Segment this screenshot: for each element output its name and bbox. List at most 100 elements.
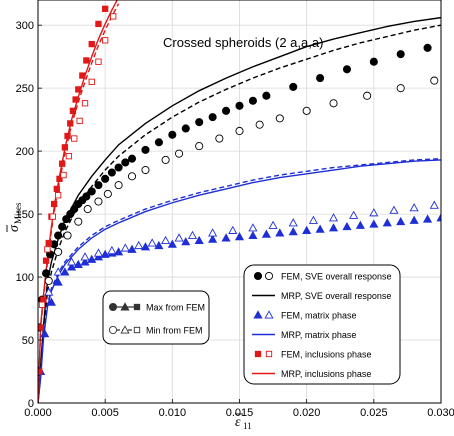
x-tick-label: 0.020 xyxy=(293,407,321,419)
data-point xyxy=(114,181,123,190)
data-point xyxy=(154,138,163,147)
data-point xyxy=(54,247,63,256)
legend-marker xyxy=(108,325,118,335)
data-point xyxy=(248,230,258,239)
data-point xyxy=(114,163,123,172)
data-point xyxy=(75,86,82,93)
data-point xyxy=(73,259,83,268)
legend-marker-open xyxy=(264,310,274,319)
data-point xyxy=(95,58,102,65)
chart-title: Crossed spheroids (2 a,a,a) xyxy=(163,35,323,50)
data-point xyxy=(382,218,392,227)
data-point xyxy=(141,165,150,175)
data-point xyxy=(315,224,325,233)
data-point xyxy=(363,91,372,100)
data-point xyxy=(50,200,58,208)
data-point xyxy=(235,126,244,136)
data-point xyxy=(261,229,271,238)
x-tick-label: 0.005 xyxy=(91,407,119,419)
y-tick-label: 250 xyxy=(16,83,34,95)
data-point xyxy=(74,217,83,226)
legend-label: FEM, SVE overall response xyxy=(281,272,392,282)
data-point xyxy=(140,242,151,251)
data-point xyxy=(268,220,278,229)
legend-label: MRP, inclusions phase xyxy=(281,369,371,379)
data-point xyxy=(355,220,365,229)
data-point xyxy=(215,134,224,143)
data-point xyxy=(67,262,77,271)
data-point xyxy=(59,160,66,167)
x-tick-label: 0.000 xyxy=(24,407,52,419)
data-point xyxy=(79,72,86,79)
data-point xyxy=(423,43,432,52)
svg-text:11: 11 xyxy=(243,421,252,431)
svg-text:ε: ε xyxy=(235,415,241,430)
x-tick-label: 0.025 xyxy=(360,407,388,419)
data-point xyxy=(38,324,44,331)
data-point xyxy=(81,100,89,107)
data-point xyxy=(255,120,264,129)
data-point xyxy=(396,50,405,59)
data-point xyxy=(102,37,109,44)
data-point xyxy=(56,175,63,182)
data-point xyxy=(55,192,62,199)
data-point xyxy=(436,213,441,222)
data-point xyxy=(342,65,352,74)
data-point xyxy=(248,223,258,232)
legend-marker xyxy=(133,326,141,334)
data-point xyxy=(100,249,110,258)
legend-marker xyxy=(108,302,118,312)
data-point xyxy=(88,40,95,48)
data-point xyxy=(101,174,110,183)
data-point xyxy=(63,231,72,240)
data-point xyxy=(87,187,96,196)
data-point xyxy=(234,232,245,241)
data-point xyxy=(87,254,97,263)
data-point xyxy=(83,205,92,214)
data-point xyxy=(328,223,339,232)
data-point xyxy=(94,197,103,206)
data-point xyxy=(80,257,90,266)
data-point xyxy=(369,208,379,217)
y-tick-label: 300 xyxy=(16,20,34,32)
y-tick-label: 0 xyxy=(28,398,34,410)
x-tick-label: 0.015 xyxy=(226,407,254,419)
y-tick-label: 150 xyxy=(16,209,34,221)
data-point xyxy=(53,267,63,276)
data-point xyxy=(114,247,124,256)
data-point xyxy=(423,214,433,223)
data-point xyxy=(168,130,177,139)
data-point xyxy=(275,114,284,123)
data-point xyxy=(181,237,191,246)
series-markers xyxy=(38,5,441,376)
x-axis-title: ε 11 xyxy=(235,413,252,431)
data-point xyxy=(221,233,231,242)
data-point xyxy=(389,205,399,214)
series-line xyxy=(38,16,441,403)
data-point xyxy=(82,192,91,201)
data-point xyxy=(72,96,79,103)
data-point xyxy=(194,235,204,245)
data-point xyxy=(147,238,157,247)
data-point xyxy=(329,99,338,108)
data-point xyxy=(45,239,52,247)
y-axis-title: σ Mises xyxy=(6,202,23,232)
data-point xyxy=(44,246,51,253)
data-point xyxy=(302,106,311,115)
data-point xyxy=(308,215,318,224)
data-point xyxy=(102,5,109,12)
data-point xyxy=(120,243,130,252)
data-point xyxy=(42,257,50,264)
legend-marker-open xyxy=(265,350,273,358)
data-point xyxy=(248,96,257,105)
data-point xyxy=(208,113,217,122)
data-point xyxy=(396,216,406,226)
data-point xyxy=(342,221,352,231)
data-point xyxy=(44,287,54,296)
data-point xyxy=(134,240,144,250)
x-tick-label: 0.030 xyxy=(427,407,454,419)
data-point xyxy=(88,78,95,86)
data-point xyxy=(44,276,53,285)
data-point xyxy=(95,20,102,28)
data-point xyxy=(167,239,177,248)
